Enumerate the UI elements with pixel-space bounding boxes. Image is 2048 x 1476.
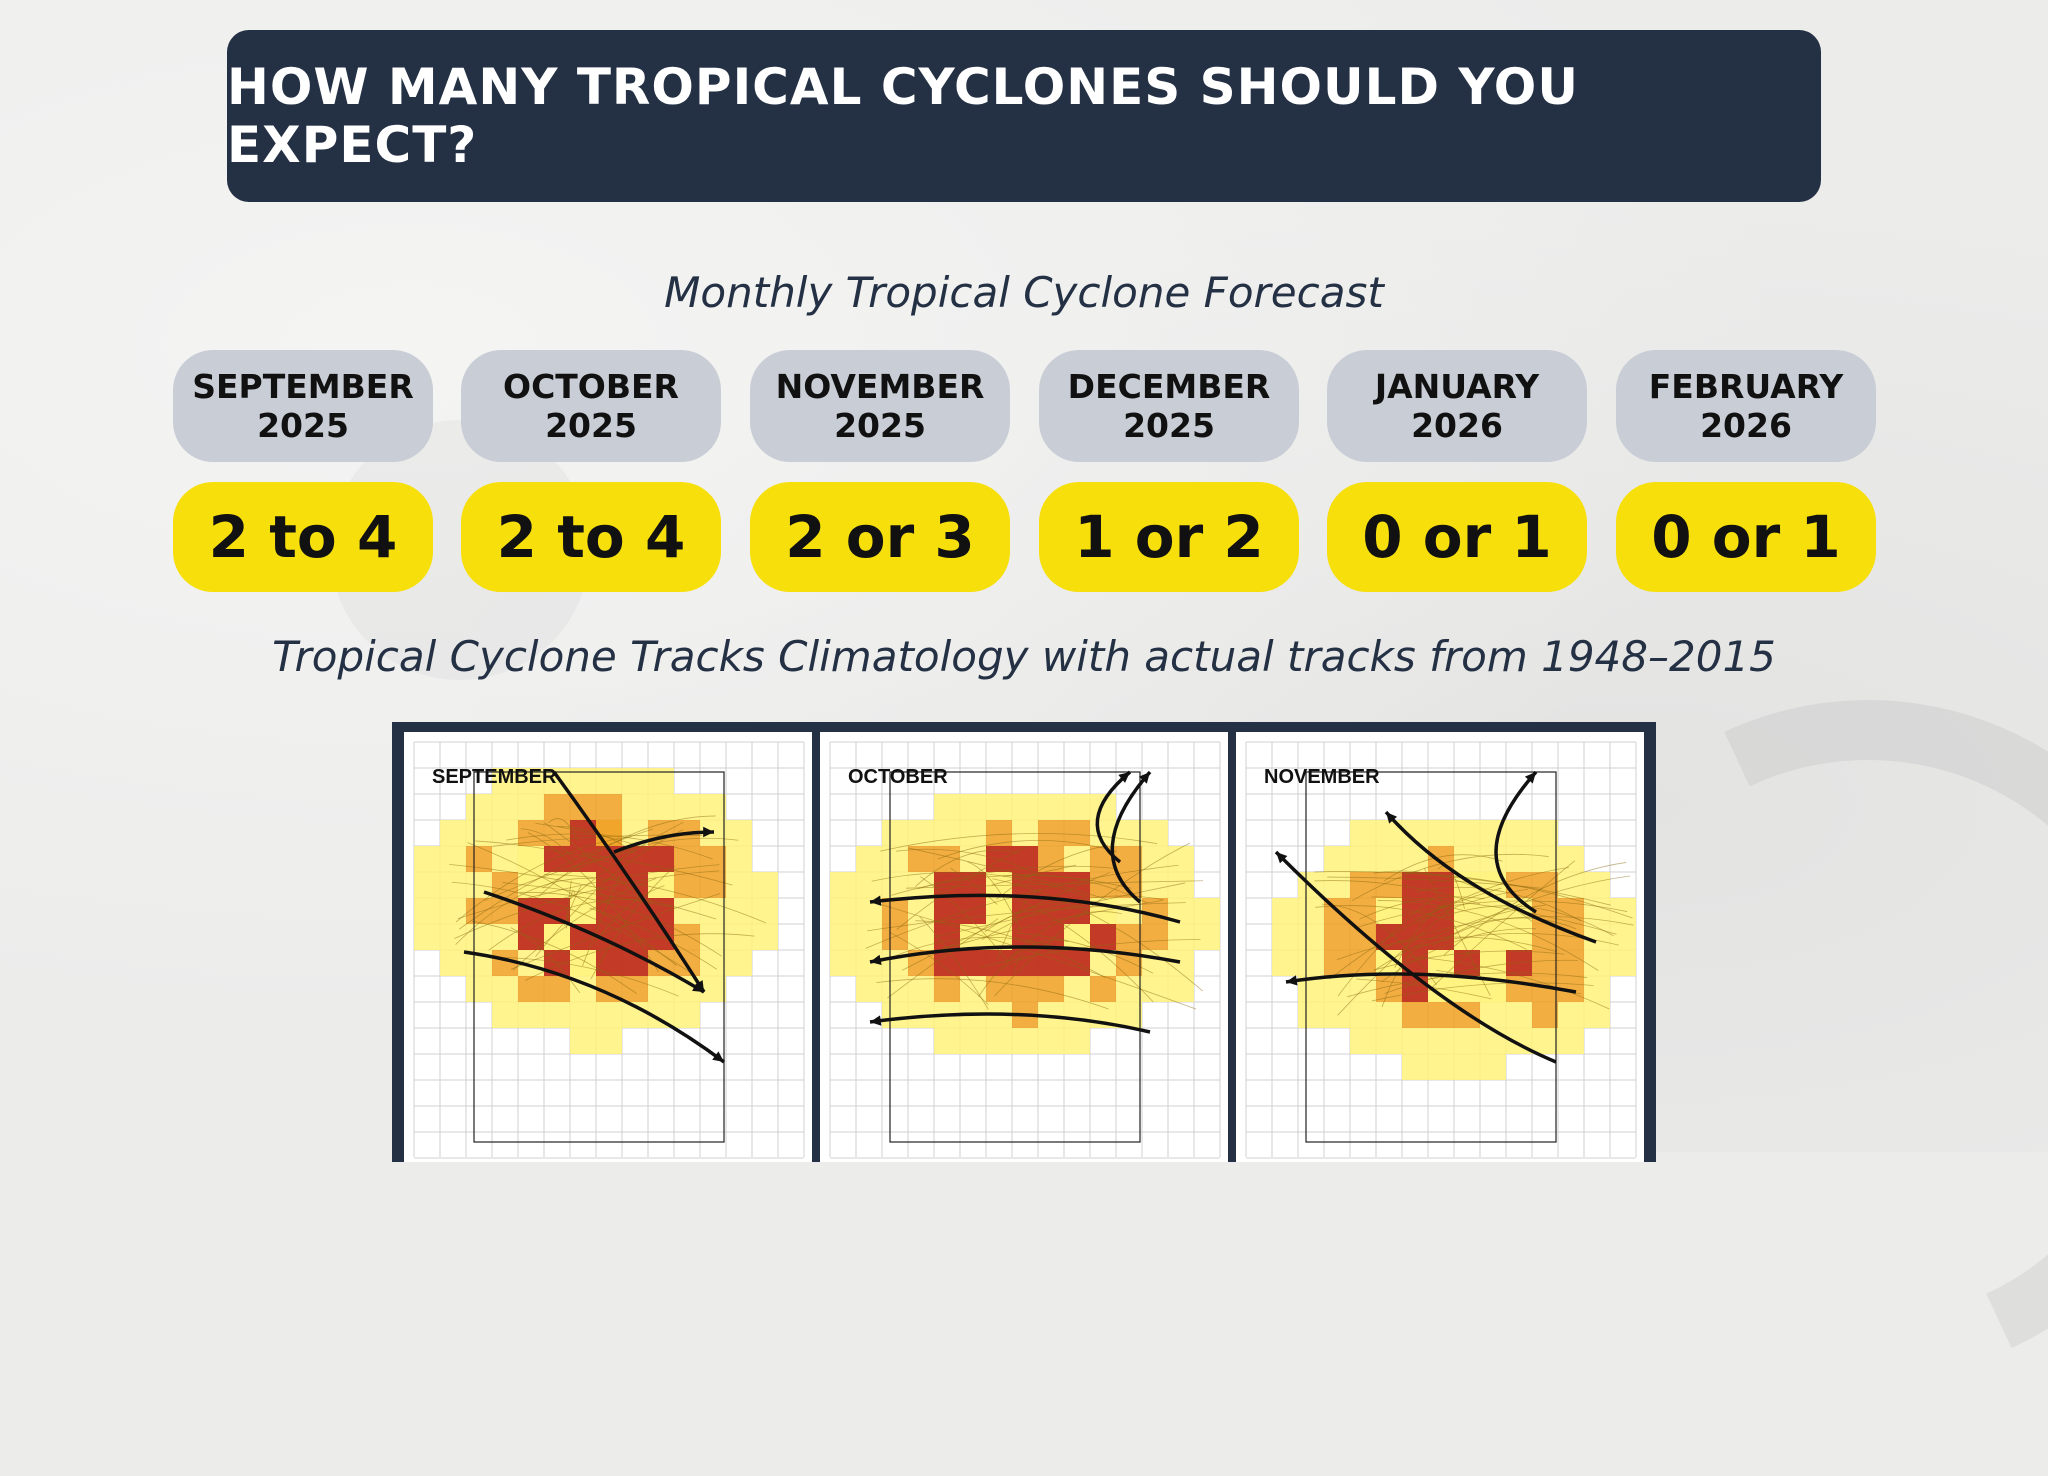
month-label: NOVEMBER 2025 (750, 350, 1010, 462)
track-maps-frame: SEPTEMBER OCTOBER NOVEMBER (392, 722, 1656, 1162)
title-banner: HOW MANY TROPICAL CYCLONES SHOULD YOU EX… (227, 30, 1821, 202)
track-map-october: OCTOBER (820, 732, 1228, 1162)
month-name: FEBRUARY (1648, 367, 1844, 406)
tracks-subtitle: Tropical Cyclone Tracks Climatology with… (272, 632, 1776, 681)
month-label: FEBRUARY 2026 (1616, 350, 1876, 462)
month-year: 2025 (1123, 406, 1215, 445)
forecast-value: 0 or 1 (1327, 482, 1587, 592)
map-month-label: OCTOBER (848, 766, 948, 788)
map-month-label: NOVEMBER (1264, 766, 1380, 788)
month-label: SEPTEMBER 2025 (173, 350, 433, 462)
month-year: 2025 (834, 406, 926, 445)
month-year: 2025 (545, 406, 637, 445)
monthly-forecast: SEPTEMBER 2025 2 to 4 OCTOBER 2025 2 to … (173, 350, 1876, 600)
forecast-value: 2 to 4 (173, 482, 433, 592)
month-name: OCTOBER (503, 367, 679, 406)
page-title: HOW MANY TROPICAL CYCLONES SHOULD YOU EX… (227, 58, 1579, 174)
track-map-november: NOVEMBER (1236, 732, 1644, 1162)
forecast-value: 1 or 2 (1039, 482, 1299, 592)
track-map-image (829, 741, 1221, 1159)
month-name: NOVEMBER (775, 367, 985, 406)
map-month-label: SEPTEMBER (432, 766, 557, 788)
month-card: JANUARY 2026 0 or 1 (1327, 350, 1587, 595)
track-map-image (413, 741, 805, 1159)
month-card: DECEMBER 2025 1 or 2 (1039, 350, 1299, 595)
month-name: DECEMBER (1067, 367, 1271, 406)
month-name: SEPTEMBER (192, 367, 414, 406)
month-card: SEPTEMBER 2025 2 to 4 (173, 350, 433, 595)
track-map-september: SEPTEMBER (404, 732, 812, 1162)
month-card: NOVEMBER 2025 2 or 3 (750, 350, 1010, 595)
forecast-value: 2 to 4 (461, 482, 721, 592)
month-year: 2026 (1411, 406, 1503, 445)
forecast-value: 0 or 1 (1616, 482, 1876, 592)
month-card: OCTOBER 2025 2 to 4 (461, 350, 721, 595)
month-label: JANUARY 2026 (1327, 350, 1587, 462)
month-year: 2025 (257, 406, 349, 445)
month-name: JANUARY (1374, 367, 1540, 406)
forecast-subtitle: Monthly Tropical Cyclone Forecast (664, 268, 1384, 317)
forecast-value: 2 or 3 (750, 482, 1010, 592)
month-card: FEBRUARY 2026 0 or 1 (1616, 350, 1876, 595)
month-label: DECEMBER 2025 (1039, 350, 1299, 462)
month-label: OCTOBER 2025 (461, 350, 721, 462)
month-year: 2026 (1700, 406, 1792, 445)
track-map-image (1245, 741, 1637, 1159)
